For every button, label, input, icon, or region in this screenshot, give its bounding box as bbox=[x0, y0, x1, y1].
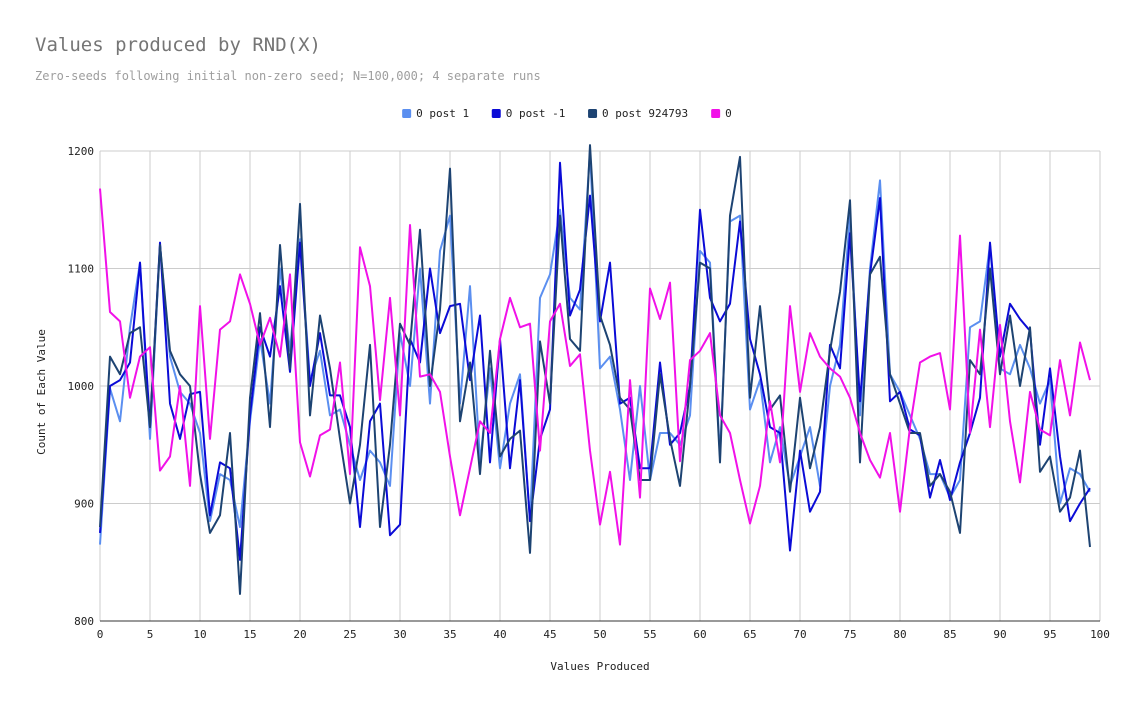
y-tick-label: 1100 bbox=[68, 263, 95, 276]
chart-title: Values produced by RND(X) bbox=[35, 34, 321, 56]
x-tick-label: 45 bbox=[543, 628, 556, 641]
legend-item[interactable]: 0 post 1 bbox=[402, 107, 469, 120]
legend-swatch bbox=[491, 109, 501, 118]
legend-label: 0 post -1 bbox=[506, 107, 566, 120]
y-tick-label: 1000 bbox=[68, 380, 95, 393]
x-tick-label: 75 bbox=[843, 628, 856, 641]
legend-label: 0 post 924793 bbox=[602, 107, 688, 120]
x-axis-label: Values Produced bbox=[550, 660, 649, 673]
series-lines bbox=[99, 144, 1091, 595]
y-axis-label: Count of Each Value bbox=[35, 329, 48, 455]
x-tick-label: 90 bbox=[993, 628, 1006, 641]
legend: 0 post 1 0 post -1 0 post 924793 0 bbox=[402, 107, 732, 120]
legend-swatch bbox=[711, 109, 721, 118]
x-tick-label: 95 bbox=[1043, 628, 1056, 641]
x-tick-label: 50 bbox=[593, 628, 606, 641]
x-tick-label: 15 bbox=[243, 628, 256, 641]
x-tick-label: 0 bbox=[97, 628, 104, 641]
x-tick-label: 25 bbox=[343, 628, 356, 641]
legend-swatch bbox=[402, 109, 412, 118]
legend-label: 0 bbox=[725, 107, 732, 120]
chart-subtitle: Zero-seeds following initial non-zero se… bbox=[35, 69, 541, 83]
grid-lines bbox=[99, 150, 1101, 622]
y-axis-ticks: 800 900 1000 1100 1200 bbox=[68, 145, 95, 628]
y-tick-label: 1200 bbox=[68, 145, 95, 158]
x-tick-label: 20 bbox=[293, 628, 306, 641]
legend-swatch bbox=[588, 109, 598, 118]
x-tick-label: 10 bbox=[193, 628, 206, 641]
x-tick-label: 35 bbox=[443, 628, 456, 641]
x-tick-label: 55 bbox=[643, 628, 656, 641]
x-tick-label: 5 bbox=[147, 628, 154, 641]
series-line bbox=[99, 161, 1091, 561]
x-axis-ticks: 0 5 10 15 20 25 30 35 40 45 50 55 60 65 70 75 80 85 90 95 10… bbox=[97, 628, 1110, 641]
legend-label: 0 post 1 bbox=[416, 107, 469, 120]
x-tick-label: 60 bbox=[693, 628, 706, 641]
legend-item[interactable]: 0 post 924793 bbox=[588, 107, 688, 120]
x-tick-label: 85 bbox=[943, 628, 956, 641]
y-tick-label: 900 bbox=[74, 498, 94, 511]
x-tick-label: 100 bbox=[1090, 628, 1110, 641]
y-tick-label: 800 bbox=[74, 615, 94, 628]
series-line bbox=[99, 188, 1091, 546]
x-tick-label: 70 bbox=[793, 628, 806, 641]
x-tick-label: 30 bbox=[393, 628, 406, 641]
x-tick-label: 80 bbox=[893, 628, 906, 641]
x-tick-label: 65 bbox=[743, 628, 756, 641]
legend-item[interactable]: 0 post -1 bbox=[491, 107, 566, 120]
series-line bbox=[99, 144, 1091, 595]
x-tick-label: 40 bbox=[493, 628, 506, 641]
legend-item[interactable]: 0 bbox=[711, 107, 732, 120]
